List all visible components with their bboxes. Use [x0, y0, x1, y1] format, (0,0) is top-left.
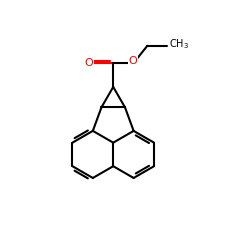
Text: O: O — [129, 56, 138, 66]
Text: O: O — [84, 58, 93, 68]
Text: CH$_3$: CH$_3$ — [169, 37, 189, 51]
